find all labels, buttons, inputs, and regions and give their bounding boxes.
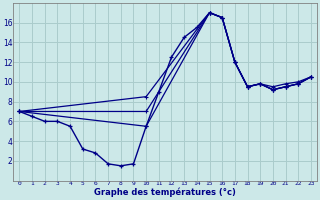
X-axis label: Graphe des températures (°c): Graphe des températures (°c) bbox=[94, 188, 236, 197]
